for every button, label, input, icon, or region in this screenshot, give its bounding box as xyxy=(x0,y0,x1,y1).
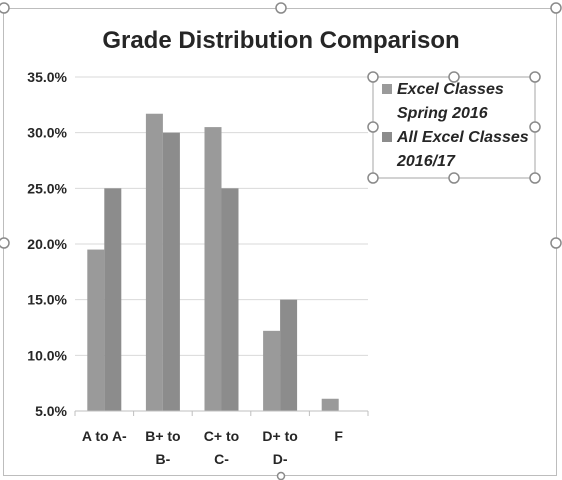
x-category-label: D+ to xyxy=(262,428,297,444)
bar-series-2-cat-2[interactable] xyxy=(163,133,180,411)
legend-handle-middle-left[interactable] xyxy=(368,122,378,132)
bar-series-1-cat-2[interactable] xyxy=(146,114,163,411)
bar-series-1-cat-1[interactable] xyxy=(87,250,104,411)
y-tick-label: 25.0% xyxy=(27,180,67,196)
legend-label-series-1-line-2: Spring 2016 xyxy=(397,105,488,122)
chart-resize-handle-top-right[interactable] xyxy=(551,3,561,13)
legend-handle-top-left[interactable] xyxy=(368,72,378,82)
x-category-label: B- xyxy=(156,451,171,467)
y-tick-label: 15.0% xyxy=(27,292,67,308)
x-category-label: C- xyxy=(214,451,229,467)
x-category-label: D- xyxy=(273,451,288,467)
legend-label-series-2-line-2: 2016/17 xyxy=(396,153,456,170)
legend-handle-middle-right[interactable] xyxy=(530,122,540,132)
bar-series-1-cat-4[interactable] xyxy=(263,331,280,411)
chart-resize-handle-middle-left[interactable] xyxy=(0,238,9,248)
chart-resize-handle-top-left[interactable] xyxy=(0,3,9,13)
x-category-label: C+ to xyxy=(204,428,239,444)
chart-resize-handle-bottom-center[interactable] xyxy=(278,473,285,480)
y-tick-label: 10.0% xyxy=(27,347,67,363)
legend-label-series-2-line-1: All Excel Classes xyxy=(396,129,529,146)
legend-label-series-1-line-1: Excel Classes xyxy=(397,81,504,98)
legend-handle-bottom-left[interactable] xyxy=(368,173,378,183)
bar-series-2-cat-3[interactable] xyxy=(222,188,239,411)
y-tick-label: 35.0% xyxy=(27,69,67,85)
bar-series-1-cat-5[interactable] xyxy=(322,399,339,411)
chart-resize-handle-middle-right[interactable] xyxy=(551,238,561,248)
chart-resize-handle-top-center[interactable] xyxy=(276,3,286,13)
legend-handle-bottom-right[interactable] xyxy=(530,173,540,183)
y-tick-label: 20.0% xyxy=(27,236,67,252)
bar-series-2-cat-4[interactable] xyxy=(280,300,297,411)
legend-swatch-series-2 xyxy=(382,132,392,142)
bar-series-2-cat-1[interactable] xyxy=(104,188,121,411)
x-category-label: F xyxy=(334,428,343,444)
legend-handle-top-right[interactable] xyxy=(530,72,540,82)
bar-series-1-cat-3[interactable] xyxy=(205,127,222,411)
legend-swatch-series-1 xyxy=(382,84,392,94)
chart-title[interactable]: Grade Distribution Comparison xyxy=(102,27,459,54)
y-tick-label: 30.0% xyxy=(27,125,67,141)
x-category-label: B+ to xyxy=(145,428,180,444)
legend-handle-bottom-center[interactable] xyxy=(449,173,459,183)
y-tick-label: 5.0% xyxy=(35,403,67,419)
x-category-label: A to A- xyxy=(82,428,127,444)
legend[interactable]: Excel Classes Spring 2016 All Excel Clas… xyxy=(368,72,540,183)
